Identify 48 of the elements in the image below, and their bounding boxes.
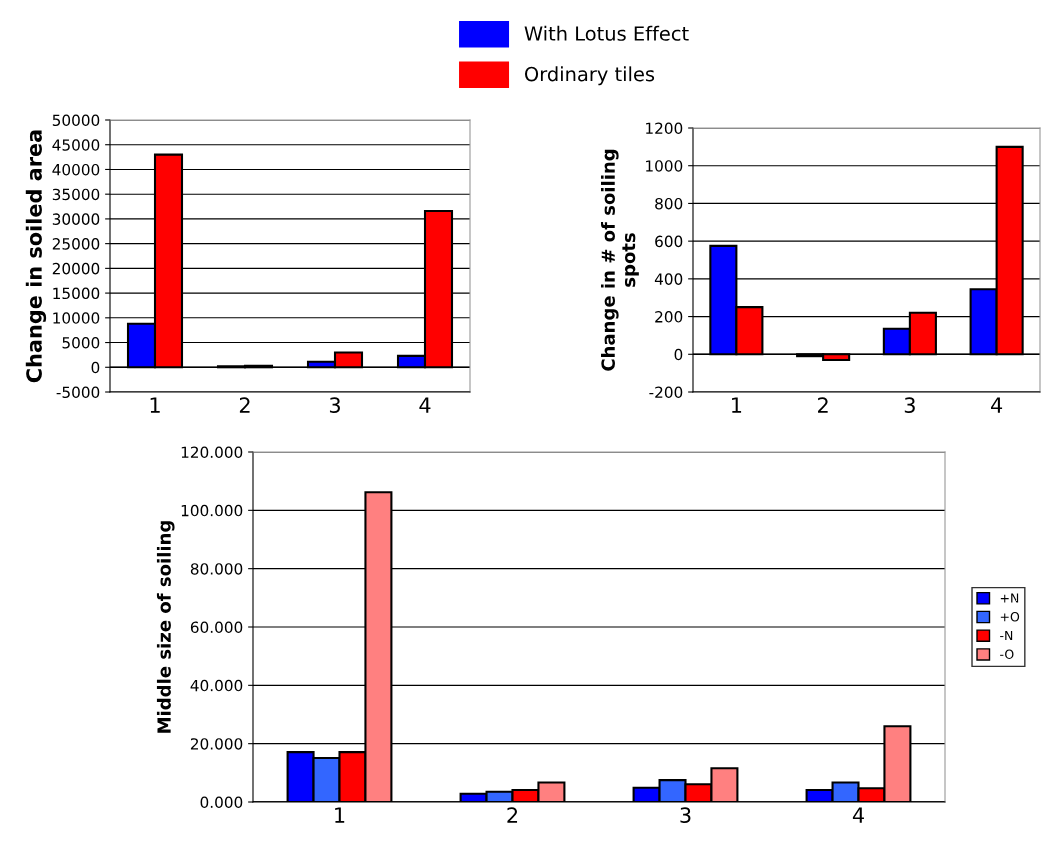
y-tick-label: 45000 xyxy=(52,139,100,151)
x-tick-label: 1 xyxy=(335,807,345,823)
y-tick-label: 40.000 xyxy=(190,679,243,692)
legend-label: Ordinary tiles xyxy=(525,66,655,86)
x-tick-label: 3 xyxy=(904,397,915,413)
x-tick-label: 2 xyxy=(818,397,828,413)
y-tick-label: 0 xyxy=(91,361,100,374)
legend-label: With Lotus Effect xyxy=(524,25,689,41)
y-tick-label: -5000 xyxy=(56,386,100,399)
y-tick-label: 50000 xyxy=(52,114,100,127)
legend-label: -O xyxy=(1000,649,1014,659)
y-tick-label: 800 xyxy=(655,197,683,210)
legend-label: -N xyxy=(1000,630,1013,640)
y-tick-label: 15000 xyxy=(53,287,100,300)
y-axis-title: Change in # of soiling spots xyxy=(601,149,639,371)
x-tick-label: 1 xyxy=(150,397,160,413)
x-tick-label: 2 xyxy=(507,807,518,823)
y-tick-label: 1000 xyxy=(646,160,683,172)
y-tick-label: 30000 xyxy=(52,213,100,225)
y-axis-title: Middle size of soiling xyxy=(156,521,175,733)
y-tick-label: 35000 xyxy=(52,188,100,201)
y-tick-label: 100.000 xyxy=(181,504,243,517)
y-tick-label: 80.000 xyxy=(190,563,243,575)
y-tick-label: 60.000 xyxy=(190,621,243,634)
y-tick-label: 1200 xyxy=(646,122,683,135)
x-tick-label: 1 xyxy=(732,397,742,413)
y-tick-label: 200 xyxy=(655,311,683,323)
y-tick-label: 0.000 xyxy=(200,796,243,809)
y-tick-label: 20.000 xyxy=(190,738,243,750)
legend-label: +O xyxy=(1000,612,1020,622)
y-tick-label: 120.000 xyxy=(181,446,243,459)
legend-label: +N xyxy=(1000,593,1019,603)
y-tick-label: 40000 xyxy=(52,163,100,176)
y-axis-title: Change in soiled area xyxy=(25,130,47,383)
x-tick-label: 4 xyxy=(419,397,431,413)
y-tick-label: 10000 xyxy=(53,312,100,324)
x-tick-label: 4 xyxy=(852,807,864,823)
y-tick-label: 25000 xyxy=(52,238,100,250)
y-tick-label: 20000 xyxy=(52,262,100,275)
y-tick-label: 400 xyxy=(654,273,683,285)
x-tick-label: 2 xyxy=(239,397,250,413)
y-tick-label: 600 xyxy=(655,235,683,248)
x-tick-label: 3 xyxy=(329,397,340,413)
x-tick-label: 4 xyxy=(991,397,1003,413)
y-tick-label: 5000 xyxy=(62,337,100,349)
y-tick-label: -200 xyxy=(649,386,683,399)
y-tick-label: 0 xyxy=(674,348,683,361)
x-tick-label: 3 xyxy=(680,807,691,823)
